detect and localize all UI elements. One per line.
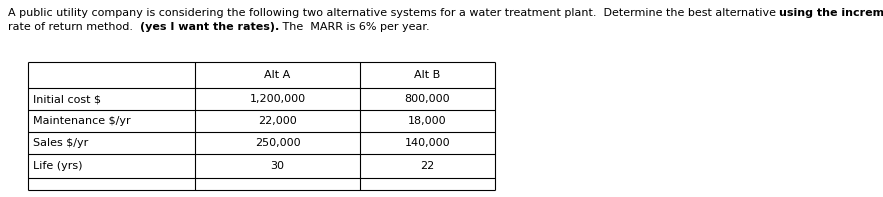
- Text: (yes I want the rates).: (yes I want the rates).: [140, 22, 279, 32]
- Text: 22,000: 22,000: [258, 116, 297, 126]
- Text: 22: 22: [420, 161, 434, 171]
- Text: 800,000: 800,000: [404, 94, 450, 104]
- Text: 250,000: 250,000: [254, 138, 300, 148]
- Text: 1,200,000: 1,200,000: [249, 94, 306, 104]
- Text: Maintenance $/yr: Maintenance $/yr: [33, 116, 131, 126]
- Text: Life (yrs): Life (yrs): [33, 161, 82, 171]
- Text: Sales $/yr: Sales $/yr: [33, 138, 88, 148]
- Text: rate of return method.: rate of return method.: [8, 22, 140, 32]
- Text: Alt B: Alt B: [414, 70, 441, 80]
- Text: using the incremental: using the incremental: [780, 8, 883, 18]
- Text: 18,000: 18,000: [408, 116, 447, 126]
- Text: The  MARR is 6% per year.: The MARR is 6% per year.: [279, 22, 430, 32]
- Text: Alt A: Alt A: [264, 70, 291, 80]
- Text: Initial cost $: Initial cost $: [33, 94, 101, 104]
- Text: 140,000: 140,000: [404, 138, 450, 148]
- Text: A public utility company is considering the following two alternative systems fo: A public utility company is considering …: [8, 8, 780, 18]
- Text: 30: 30: [270, 161, 284, 171]
